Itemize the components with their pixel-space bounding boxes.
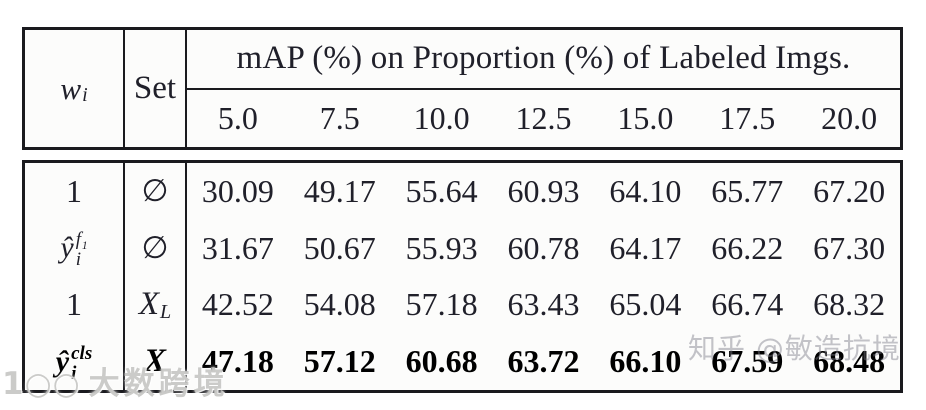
map-value: 54.08	[303, 286, 376, 323]
map-value: 68.32	[813, 286, 886, 323]
map-value: 55.64	[405, 172, 478, 209]
math-subscript: i	[75, 249, 81, 271]
set-cell: ∅	[125, 219, 187, 277]
proportion-label: 10.0	[413, 99, 470, 136]
set-symbol: X	[143, 343, 166, 380]
map-value: 57.12	[303, 343, 376, 380]
set-cell: ∅	[125, 163, 187, 220]
map-value: 60.68	[405, 343, 478, 380]
map-value: 66.10	[609, 343, 682, 380]
map-value: 67.30	[813, 229, 886, 266]
math-superscript: cls	[71, 342, 93, 364]
set-symbol: X	[138, 286, 160, 323]
map-value: 47.18	[201, 343, 274, 380]
map-value: 66.74	[711, 286, 784, 323]
map-value: 55.93	[405, 229, 478, 266]
set-symbol: ∅	[141, 173, 169, 209]
weight-cell: ŷ cls i	[25, 333, 125, 390]
proportion-label: 15.0	[617, 99, 674, 136]
set-cell: X	[125, 333, 187, 390]
set-column-header: Set	[125, 30, 187, 147]
map-value: 63.43	[507, 286, 580, 323]
math-subscript: i	[71, 362, 77, 384]
map-value: 64.17	[609, 229, 682, 266]
math-superscript: f₁	[75, 229, 88, 251]
map-value: 50.67	[303, 229, 376, 266]
proportion-label: 17.5	[719, 99, 776, 136]
map-value: 57.18	[405, 286, 478, 323]
proportion-label: 5.0	[217, 99, 258, 136]
map-value: 63.72	[507, 343, 580, 380]
weight-cell: 1	[25, 276, 125, 334]
proportion-header-row: 5.0 7.5 10.0 12.5 15.0 17.5 20.0	[187, 90, 900, 148]
watermark-left-text: 大数跨境	[88, 366, 229, 402]
math-scripts: f₁ i	[76, 230, 88, 270]
proportion-label: 20.0	[821, 99, 878, 136]
watermark-zhihu: 知乎 @敏造抗境	[688, 332, 901, 365]
set-symbol: ∅	[141, 230, 169, 266]
map-value: 67.20	[813, 172, 886, 209]
watermark-logo: 1○○	[2, 366, 81, 402]
map-value: 60.78	[507, 229, 580, 266]
map-value: 68.48	[813, 343, 886, 380]
set-column-label: Set	[133, 70, 177, 106]
watermark-bottom-left: 1○○ 大数跨境	[2, 358, 229, 403]
weight-symbol: w	[60, 70, 82, 106]
math-main: ŷ	[55, 344, 70, 378]
weight-cell: ŷ f₁ i	[25, 219, 125, 277]
map-value: 42.52	[201, 286, 274, 323]
map-value: 30.09	[201, 172, 274, 209]
proportion-label: 12.5	[515, 99, 572, 136]
weight-cell: 1	[25, 163, 125, 220]
math-main: ŷ	[60, 231, 74, 265]
map-value: 31.67	[201, 229, 274, 266]
math-scripts: cls i	[71, 342, 93, 384]
map-value: 60.93	[507, 172, 580, 209]
map-value: 65.04	[609, 286, 682, 323]
map-value: 49.17	[303, 172, 376, 209]
set-subscript: L	[160, 301, 172, 324]
proportion-label: 7.5	[319, 99, 360, 136]
map-header-block: mAP (%) on Proportion (%) of Labeled Img…	[187, 30, 900, 147]
weight-symbol-subscript: i	[82, 84, 88, 106]
map-value: 67.59	[711, 343, 784, 380]
table-body: 1 ∅ 30.09 49.17 55.64 60.93 64.10 65.77 67.20 ŷ f₁…	[22, 160, 903, 393]
map-value: 66.22	[711, 229, 784, 266]
map-value: 64.10	[609, 172, 682, 209]
map-span-title: mAP (%) on Proportion (%) of Labeled Img…	[187, 30, 900, 90]
map-value: 65.77	[711, 172, 784, 209]
